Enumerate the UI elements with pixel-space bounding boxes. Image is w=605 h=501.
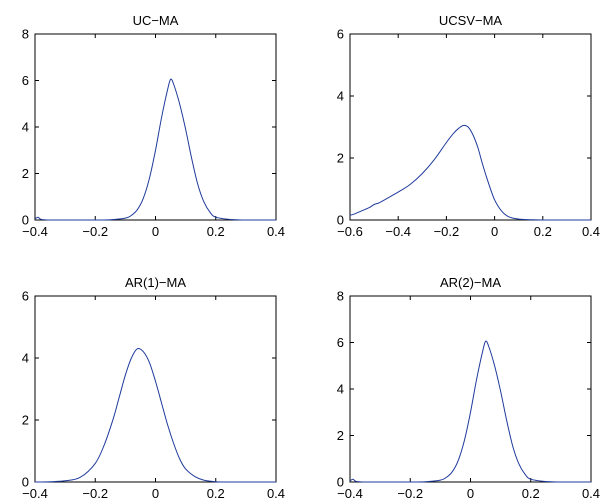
y-tick-label: 4: [337, 89, 344, 104]
x-tick-label: 0.4: [267, 486, 285, 501]
panel-ar2-ma: AR(2)−MA −0.4 −0.2 0 0.2 0.4 0 2 4 6 8: [337, 275, 600, 501]
y-tick-label: 2: [22, 166, 29, 181]
x-tick-label: 0.2: [534, 224, 552, 239]
tick-group: −0.4 −0.2 0 0.2 0.4 0 2 4 6 8: [337, 289, 600, 501]
y-tick-label: 0: [337, 213, 344, 228]
density-curve: [34, 78, 276, 221]
panel-title: AR(1)−MA: [125, 275, 186, 290]
y-tick-label: 4: [337, 382, 344, 397]
panel-ucsv-ma: UCSV−MA −0.6 −0.4 −0.2 0 0.2 0.4 0 2 4 6: [337, 13, 600, 239]
x-tick-label: −0.2: [82, 486, 108, 501]
panel-title: UC−MA: [133, 13, 179, 28]
x-tick-label: 0: [491, 224, 498, 239]
x-tick-label: 0.2: [522, 486, 540, 501]
panel-ar1-ma: AR(1)−MA −0.4 −0.2 0 0.2 0.4 0 2 4 6: [22, 275, 285, 501]
y-tick-label: 4: [22, 351, 29, 366]
x-tick-label: −0.2: [82, 224, 108, 239]
x-tick-label: 0: [152, 224, 159, 239]
y-tick-label: 0: [22, 475, 29, 490]
x-tick-label: −0.4: [22, 224, 48, 239]
y-tick-label: 6: [22, 73, 29, 88]
x-tick-label: 0.2: [207, 224, 225, 239]
y-tick-label: 2: [337, 151, 344, 166]
y-tick-label: 0: [337, 475, 344, 490]
y-tick-label: 4: [22, 120, 29, 135]
x-tick-label: 0.4: [582, 224, 600, 239]
y-tick-label: 2: [22, 413, 29, 428]
y-tick-label: 8: [337, 289, 344, 304]
y-tick-label: 6: [337, 335, 344, 350]
panel-uc-ma: UC−MA −0.4 −0.2 0 0.2 0.4 0 2 4 6 8: [22, 13, 285, 239]
density-curve: [34, 347, 276, 483]
x-tick-label: −0.4: [385, 224, 411, 239]
y-tick-label: 6: [22, 289, 29, 304]
y-tick-label: 8: [22, 27, 29, 42]
tick-group: −0.4 −0.2 0 0.2 0.4 0 2 4 6 8: [22, 27, 285, 240]
axes-frame: [349, 33, 592, 221]
x-tick-label: −0.4: [337, 486, 363, 501]
tick-group: −0.6 −0.4 −0.2 0 0.2 0.4 0 2 4 6: [337, 27, 600, 240]
density-curve: [349, 124, 591, 221]
x-tick-label: −0.6: [337, 224, 363, 239]
tick-group: −0.4 −0.2 0 0.2 0.4 0 2 4 6: [22, 289, 285, 501]
x-tick-label: −0.4: [22, 486, 48, 501]
y-tick-label: 6: [337, 27, 344, 42]
y-tick-label: 2: [337, 428, 344, 443]
x-tick-label: 0.4: [582, 486, 600, 501]
density-curve: [349, 340, 591, 483]
x-tick-label: −0.2: [397, 486, 423, 501]
x-tick-label: 0.4: [267, 224, 285, 239]
x-tick-label: 0: [467, 486, 474, 501]
x-tick-label: 0: [152, 486, 159, 501]
x-tick-label: −0.2: [434, 224, 460, 239]
panel-title: AR(2)−MA: [440, 275, 501, 290]
panel-title: UCSV−MA: [439, 13, 503, 28]
x-tick-label: 0.2: [207, 486, 225, 501]
y-tick-label: 0: [22, 213, 29, 228]
